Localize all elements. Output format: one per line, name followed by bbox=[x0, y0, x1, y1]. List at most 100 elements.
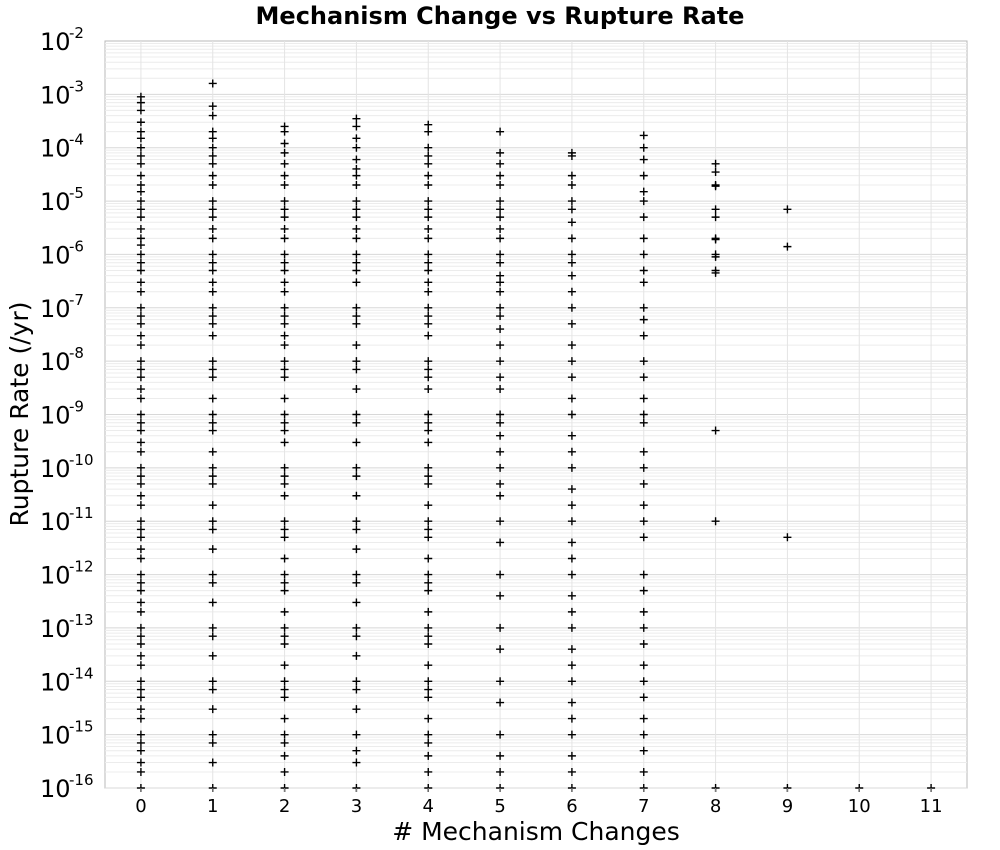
data-point bbox=[711, 182, 720, 191]
data-point bbox=[208, 410, 217, 419]
data-point bbox=[280, 472, 289, 481]
data-point bbox=[639, 607, 648, 616]
data-point bbox=[567, 554, 576, 563]
y-tick-base: 10 bbox=[40, 348, 71, 376]
y-tick-base: 10 bbox=[40, 722, 71, 750]
data-point bbox=[424, 586, 433, 595]
data-point bbox=[567, 661, 576, 670]
data-point bbox=[639, 639, 648, 648]
x-tick-label: 1 bbox=[207, 796, 218, 817]
data-point bbox=[280, 586, 289, 595]
data-point bbox=[424, 730, 433, 739]
data-point bbox=[208, 102, 217, 111]
data-point bbox=[280, 250, 289, 259]
data-point bbox=[424, 410, 433, 419]
data-point bbox=[352, 705, 361, 714]
data-point bbox=[639, 623, 648, 632]
data-point bbox=[208, 357, 217, 366]
data-point bbox=[639, 315, 648, 324]
data-point bbox=[208, 159, 217, 168]
data-point bbox=[352, 472, 361, 481]
data-point bbox=[280, 730, 289, 739]
data-point bbox=[424, 319, 433, 328]
data-point bbox=[496, 418, 505, 427]
y-tick-base: 10 bbox=[40, 668, 71, 696]
data-point bbox=[208, 472, 217, 481]
data-point bbox=[352, 365, 361, 374]
data-point bbox=[639, 187, 648, 196]
data-point bbox=[567, 205, 576, 214]
data-point bbox=[567, 250, 576, 259]
data-point bbox=[352, 155, 361, 164]
data-point bbox=[424, 714, 433, 723]
y-tick-exponent: -11 bbox=[69, 504, 94, 522]
data-point bbox=[208, 545, 217, 554]
data-point bbox=[567, 373, 576, 382]
x-tick-label: 9 bbox=[782, 796, 793, 817]
data-point bbox=[496, 181, 505, 190]
data-point bbox=[136, 639, 145, 648]
data-point bbox=[424, 632, 433, 641]
x-tick-label: 0 bbox=[135, 796, 146, 817]
y-tick-label: 10-12 bbox=[40, 558, 94, 590]
data-point bbox=[424, 181, 433, 190]
data-point bbox=[208, 623, 217, 632]
data-point bbox=[208, 447, 217, 456]
data-point bbox=[567, 341, 576, 350]
y-tick-exponent: -13 bbox=[69, 611, 94, 629]
data-point bbox=[136, 106, 145, 115]
data-point bbox=[208, 79, 217, 88]
data-point bbox=[280, 517, 289, 526]
data-point bbox=[136, 197, 145, 206]
data-point bbox=[136, 213, 145, 222]
data-point bbox=[424, 517, 433, 526]
data-point bbox=[639, 250, 648, 259]
data-point bbox=[208, 463, 217, 472]
data-point bbox=[208, 331, 217, 340]
data-point bbox=[208, 418, 217, 427]
y-tick-base: 10 bbox=[40, 241, 71, 269]
data-point bbox=[208, 517, 217, 526]
data-point bbox=[352, 685, 361, 694]
data-point bbox=[136, 447, 145, 456]
data-point bbox=[567, 197, 576, 206]
data-point bbox=[496, 278, 505, 287]
data-point bbox=[136, 187, 145, 196]
data-point bbox=[639, 303, 648, 312]
data-point bbox=[280, 418, 289, 427]
y-tick-label: 10-5 bbox=[40, 184, 84, 216]
data-point bbox=[496, 127, 505, 136]
data-point bbox=[711, 213, 720, 222]
data-point bbox=[136, 525, 145, 534]
data-point bbox=[280, 213, 289, 222]
data-point bbox=[280, 357, 289, 366]
y-tick-exponent: -14 bbox=[69, 664, 94, 682]
y-tick-label: 10-3 bbox=[40, 77, 84, 109]
y-tick-exponent: -2 bbox=[69, 24, 84, 42]
data-point bbox=[280, 463, 289, 472]
data-point bbox=[280, 767, 289, 776]
data-point bbox=[496, 159, 505, 168]
data-point bbox=[639, 714, 648, 723]
data-point bbox=[496, 234, 505, 243]
data-point bbox=[352, 171, 361, 180]
y-tick-label: 10-4 bbox=[40, 131, 84, 163]
data-point bbox=[424, 213, 433, 222]
data-point bbox=[352, 491, 361, 500]
data-point bbox=[208, 501, 217, 510]
data-point bbox=[496, 698, 505, 707]
y-tick-exponent: -6 bbox=[69, 237, 84, 255]
data-point bbox=[136, 287, 145, 296]
data-point bbox=[352, 205, 361, 214]
data-point bbox=[280, 714, 289, 723]
data-point bbox=[496, 751, 505, 760]
data-point bbox=[567, 645, 576, 654]
data-point bbox=[208, 685, 217, 694]
data-point bbox=[352, 312, 361, 321]
y-tick-label: 10-9 bbox=[40, 398, 84, 430]
data-point bbox=[424, 171, 433, 180]
data-point bbox=[352, 278, 361, 287]
data-point bbox=[567, 151, 576, 160]
data-point bbox=[639, 278, 648, 287]
data-point bbox=[136, 303, 145, 312]
